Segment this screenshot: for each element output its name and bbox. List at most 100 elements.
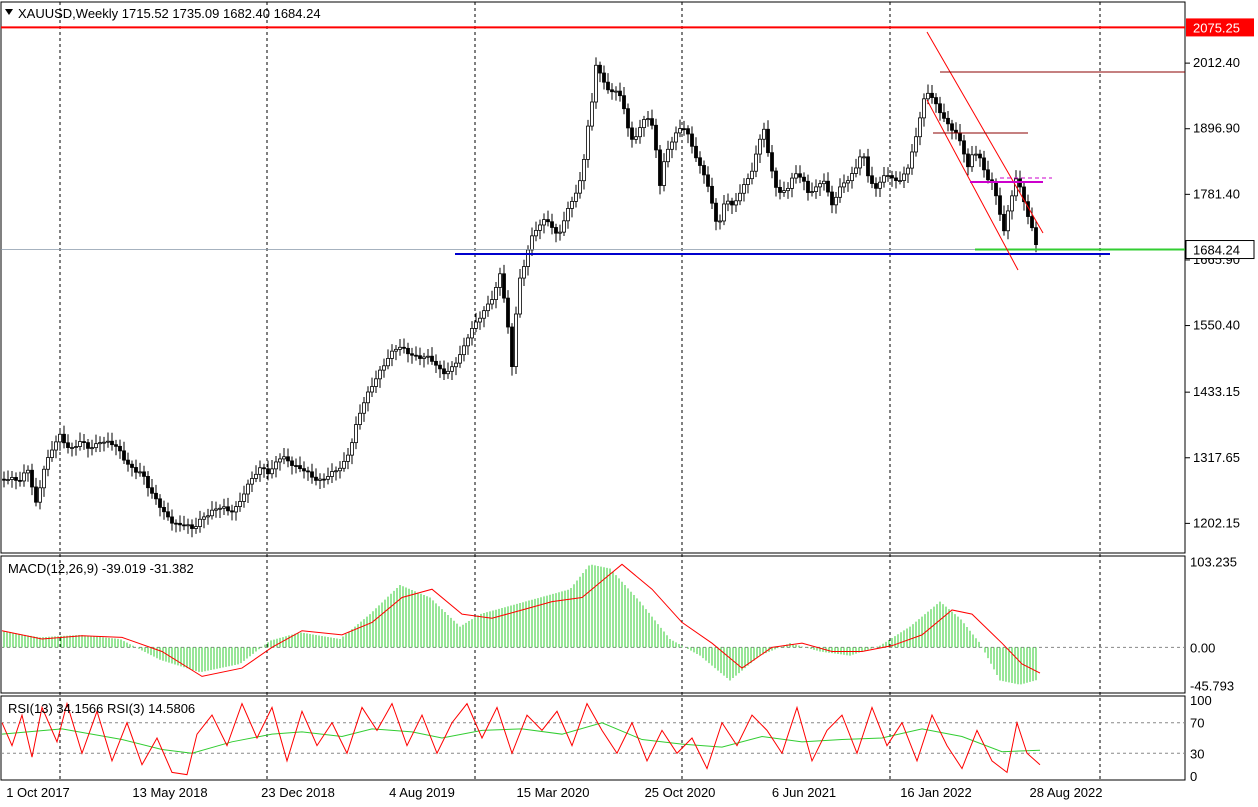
bear-candle bbox=[806, 180, 810, 193]
bear-candle bbox=[162, 507, 166, 513]
macd-panel-frame bbox=[0, 555, 1186, 694]
bull-candle bbox=[918, 117, 922, 138]
bear-candle bbox=[774, 170, 778, 188]
bull-candle bbox=[758, 138, 762, 155]
price-series bbox=[2, 57, 1038, 538]
collapse-triangle-icon[interactable] bbox=[5, 9, 13, 15]
y-tick-label: 1202.15 bbox=[1193, 515, 1240, 530]
bull-candle bbox=[558, 231, 562, 234]
bear-candle bbox=[66, 442, 70, 448]
rsi-label: RSI(13) 34.1566 RSI(3) 14.5806 bbox=[8, 701, 195, 716]
bull-candle bbox=[474, 321, 478, 329]
bull-candle bbox=[242, 493, 246, 502]
rsi3-line bbox=[1, 701, 1041, 776]
bull-candle bbox=[722, 203, 726, 222]
bull-candle bbox=[446, 370, 450, 375]
bull-candle bbox=[38, 487, 42, 503]
bull-candle bbox=[466, 337, 470, 347]
bear-candle bbox=[658, 149, 662, 186]
bear-candle bbox=[966, 153, 970, 168]
bull-candle bbox=[670, 141, 674, 150]
bear-candle bbox=[126, 459, 130, 465]
y-tick-label: 1317.65 bbox=[1193, 450, 1240, 465]
bear-candle bbox=[1022, 186, 1026, 203]
bear-candle bbox=[302, 468, 306, 472]
bull-candle bbox=[750, 170, 754, 180]
bear-candle bbox=[290, 460, 294, 466]
bull-candle bbox=[538, 224, 542, 231]
bull-candle bbox=[318, 478, 322, 481]
bear-candle bbox=[778, 186, 782, 193]
bear-candle bbox=[690, 133, 694, 147]
bull-candle bbox=[886, 175, 890, 177]
bull-candle bbox=[498, 273, 502, 288]
bear-candle bbox=[930, 92, 934, 98]
bear-candle bbox=[714, 202, 718, 222]
bear-candle bbox=[170, 516, 174, 524]
bear-candle bbox=[410, 353, 414, 356]
bull-candle bbox=[850, 173, 854, 182]
bear-candle bbox=[142, 471, 146, 477]
x-tick-label: 23 Dec 2018 bbox=[261, 785, 335, 800]
bear-candle bbox=[154, 492, 158, 500]
bear-candle bbox=[130, 463, 134, 468]
bear-candle bbox=[1034, 227, 1038, 246]
channel-lower-line bbox=[926, 99, 1019, 271]
bull-candle bbox=[522, 266, 526, 279]
bull-candle bbox=[98, 442, 102, 445]
bull-candle bbox=[398, 346, 402, 350]
bull-candle bbox=[542, 219, 546, 226]
bull-candle bbox=[738, 192, 742, 202]
bull-candle bbox=[862, 156, 866, 159]
bear-candle bbox=[266, 468, 270, 475]
bull-candle bbox=[742, 184, 746, 194]
bear-candle bbox=[934, 97, 938, 105]
bear-candle bbox=[122, 450, 126, 461]
bull-candle bbox=[22, 472, 26, 482]
bull-candle bbox=[342, 460, 346, 469]
bear-candle bbox=[150, 487, 154, 494]
bear-candle bbox=[830, 191, 834, 206]
bear-candle bbox=[262, 467, 266, 470]
bull-candle bbox=[878, 181, 882, 189]
bull-candle bbox=[462, 345, 466, 356]
bear-candle bbox=[118, 445, 122, 452]
current-price-label: 1684.24 bbox=[1193, 243, 1240, 258]
macd-y-tick-label: -45.793 bbox=[1190, 678, 1234, 693]
bull-candle bbox=[858, 156, 862, 169]
rsi-y-tick-label: 30 bbox=[1190, 746, 1204, 761]
bull-candle bbox=[90, 447, 94, 450]
bull-candle bbox=[1010, 195, 1014, 212]
bear-candle bbox=[654, 124, 658, 151]
x-tick-label: 16 Jan 2022 bbox=[900, 785, 972, 800]
bull-candle bbox=[198, 518, 202, 527]
bull-candle bbox=[370, 386, 374, 393]
rsi-y-tick-label: 0 bbox=[1190, 769, 1197, 784]
bear-candle bbox=[798, 173, 802, 178]
bear-candle bbox=[166, 511, 170, 518]
bear-candle bbox=[178, 522, 182, 526]
bull-candle bbox=[590, 101, 594, 127]
x-tick-label: 6 Jun 2021 bbox=[772, 785, 836, 800]
y-tick-label: 1896.90 bbox=[1193, 121, 1240, 136]
bear-candle bbox=[286, 456, 290, 462]
bull-candle bbox=[394, 348, 398, 352]
bear-candle bbox=[110, 440, 114, 446]
bull-candle bbox=[854, 167, 858, 174]
bull-candle bbox=[494, 287, 498, 300]
bull-candle bbox=[486, 303, 490, 312]
bear-candle bbox=[294, 465, 298, 467]
bull-candle bbox=[222, 506, 226, 509]
bull-candle bbox=[6, 479, 10, 481]
bull-candle bbox=[194, 526, 198, 529]
bull-candle bbox=[970, 154, 974, 168]
y-axis-ticks: 2012.401896.901781.401665.901550.401433.… bbox=[1185, 18, 1255, 784]
bull-candle bbox=[518, 277, 522, 315]
bear-candle bbox=[406, 347, 410, 355]
bear-candle bbox=[174, 522, 178, 525]
bull-candle bbox=[562, 220, 566, 233]
bull-candle bbox=[50, 449, 54, 458]
bear-candle bbox=[626, 108, 630, 129]
x-tick-label: 25 Oct 2020 bbox=[645, 785, 716, 800]
bear-candle bbox=[698, 157, 702, 166]
